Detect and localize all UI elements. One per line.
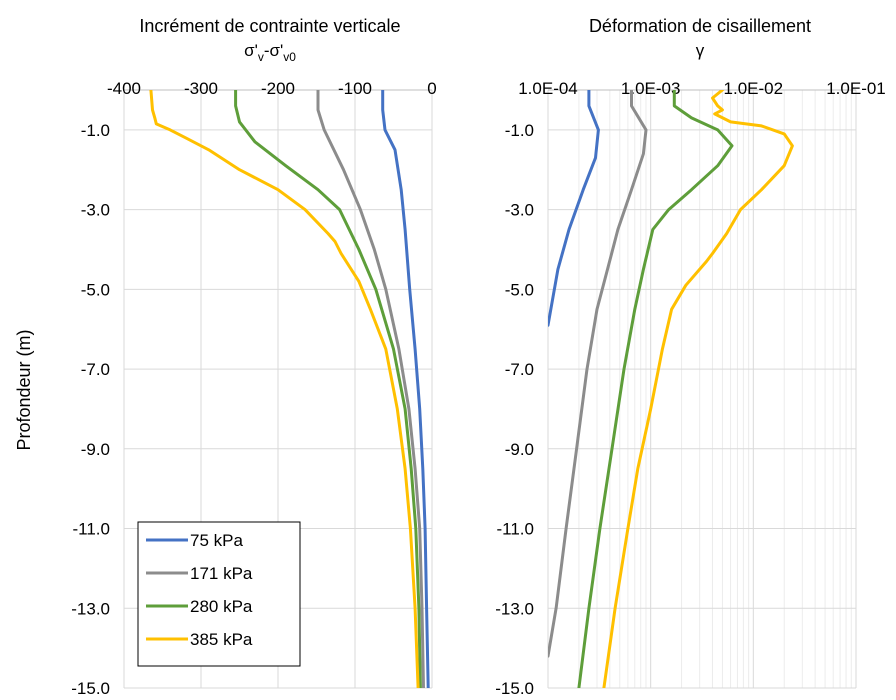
series-line-385-kpa [602, 90, 794, 688]
y-tick-label: -11.0 [497, 520, 535, 539]
y-tick-label: -3.0 [505, 201, 534, 220]
right-chart-panel: 1.0E-04 1.0E-03 1.0E-02 1.0E-01 -1.0 -3.0 -5.0… [495, 79, 886, 698]
y-tick-label: -13.0 [495, 599, 534, 618]
y-tick-label: -7.0 [81, 360, 110, 379]
legend-label: 280 kPa [190, 597, 253, 616]
left-chart-subtitle: σ'v-σ'v0 [244, 41, 296, 64]
right-chart-title: Déformation de cisaillement [589, 16, 811, 36]
y-tick-label: -11.0 [73, 520, 111, 539]
x-tick-label: -200 [261, 79, 295, 98]
series-line-75-kpa [381, 90, 430, 688]
x-tick-label: 1.0E-03 [621, 79, 681, 98]
series-line-280-kpa [234, 90, 422, 688]
legend: 75 kPa 171 kPa 280 kPa 385 kPa [137, 521, 301, 667]
y-tick-label: -13.0 [71, 599, 110, 618]
y-tick-label: -3.0 [81, 201, 110, 220]
series-line-75-kpa [548, 90, 600, 327]
y-tick-label: -5.0 [505, 280, 534, 299]
series-line-385-kpa [149, 90, 420, 688]
x-tick-label: 0 [427, 79, 436, 98]
y-tick-label: -5.0 [81, 280, 110, 299]
y-tick-label: -15.0 [495, 679, 534, 698]
y-tick-label: -9.0 [505, 440, 534, 459]
left-chart-title: Incrément de contrainte verticale [139, 16, 400, 36]
y-tick-label: -15.0 [71, 679, 110, 698]
x-tick-label: 1.0E-01 [826, 79, 886, 98]
legend-label: 385 kPa [190, 630, 253, 649]
x-tick-label: 1.0E-02 [724, 79, 784, 98]
series-line-280-kpa [577, 90, 734, 688]
y-tick-label: -1.0 [81, 121, 110, 140]
x-tick-label: -400 [107, 79, 141, 98]
y-tick-label: -7.0 [505, 360, 534, 379]
legend-box [137, 521, 301, 667]
y-tick-label: -1.0 [505, 121, 534, 140]
legend-label: 75 kPa [190, 531, 243, 550]
y-tick-label: -9.0 [81, 440, 110, 459]
right-chart-subtitle: γ [696, 41, 705, 60]
x-tick-label: 1.0E-04 [518, 79, 578, 98]
x-tick-label: -100 [338, 79, 372, 98]
y-axis-label: Profondeur (m) [14, 329, 34, 450]
series-line-171-kpa [548, 90, 648, 658]
series-line-171-kpa [316, 90, 425, 688]
legend-label: 171 kPa [190, 564, 253, 583]
x-tick-label: -300 [184, 79, 218, 98]
